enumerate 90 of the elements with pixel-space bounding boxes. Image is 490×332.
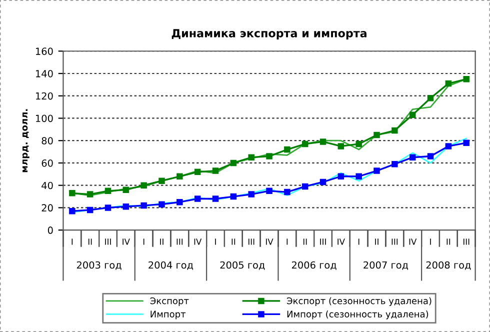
point <box>158 201 165 208</box>
y-tick-label: 100 <box>36 114 53 122</box>
point <box>248 191 254 198</box>
point <box>338 143 344 150</box>
y-tick-label: 40 <box>42 182 53 190</box>
point <box>445 143 452 150</box>
point <box>230 160 237 166</box>
y-tick-label: 20 <box>42 204 53 212</box>
x-tick-label: II <box>446 238 450 245</box>
point <box>427 94 434 102</box>
point <box>409 154 416 161</box>
x-tick-label: III <box>176 238 183 245</box>
point <box>320 178 326 186</box>
text: 2003 год <box>76 261 122 270</box>
x-tick-label: IV <box>194 238 202 245</box>
point <box>266 153 272 160</box>
x-tick-label: IV <box>266 238 274 245</box>
x-tick-label: II <box>232 238 236 245</box>
point <box>320 138 326 145</box>
point <box>374 132 380 138</box>
x-tick-label: III <box>320 238 326 245</box>
x-tick-label: IV <box>338 238 345 245</box>
point <box>409 112 416 118</box>
legend-label: Импорт <box>150 310 186 320</box>
chart-title: Динамика экспорта и импорта <box>172 29 366 40</box>
legend-label: Импорт (сезонность удалена) <box>287 310 428 320</box>
point <box>122 186 130 193</box>
point <box>392 160 398 168</box>
y-tick-label: 120 <box>36 92 53 100</box>
point <box>104 188 112 194</box>
point <box>445 80 452 87</box>
point <box>158 178 165 184</box>
x-tick-label: III <box>392 238 398 245</box>
y-axis-title: млрд. долл. <box>22 109 30 172</box>
text: 2007 год <box>364 261 408 270</box>
point <box>463 76 470 82</box>
text: 2005 год <box>220 261 265 270</box>
x-tick-label: II <box>375 238 378 245</box>
point <box>104 204 112 211</box>
point <box>122 203 130 210</box>
point <box>194 168 201 176</box>
point <box>86 206 94 214</box>
point <box>356 173 362 180</box>
point <box>302 140 308 148</box>
point <box>86 191 94 198</box>
x-tick-label: III <box>463 238 470 245</box>
point <box>176 173 183 180</box>
legend-label: Экспорт (сезонность удалена) <box>286 297 432 306</box>
point <box>248 154 254 161</box>
x-tick-label: II <box>160 238 164 245</box>
x-tick-label: III <box>105 238 111 245</box>
x-tick-label: I <box>143 238 144 245</box>
point <box>212 196 219 202</box>
point <box>392 127 398 134</box>
text: 2006 год <box>292 261 336 270</box>
x-tick-label: I <box>215 238 216 245</box>
y-tick-label: 0 <box>48 226 53 234</box>
x-tick-label: I <box>286 238 288 245</box>
x-tick-label: I <box>72 238 73 245</box>
point <box>194 196 201 202</box>
point <box>284 188 290 196</box>
point <box>140 202 147 209</box>
y-tick-label: 80 <box>42 137 53 144</box>
text: 2004 год <box>148 261 194 270</box>
x-tick-label: IV <box>122 238 130 245</box>
point <box>284 146 290 153</box>
point <box>427 153 434 160</box>
legend-label: Экспорт <box>150 297 189 306</box>
point <box>230 193 237 200</box>
point <box>374 168 380 174</box>
y-tick-label: 140 <box>36 70 53 78</box>
x-tick-label: I <box>358 238 360 245</box>
x-tick-label: I <box>430 238 431 245</box>
point <box>463 140 470 146</box>
y-tick-label: 160 <box>36 48 53 55</box>
text: 2008 год <box>426 261 471 270</box>
point <box>176 198 183 206</box>
x-tick-label: III <box>248 238 254 245</box>
point <box>338 173 344 180</box>
point <box>140 182 147 188</box>
point <box>356 140 362 148</box>
point <box>69 190 76 196</box>
x-tick-label: II <box>88 238 92 245</box>
x-tick-label: II <box>303 238 307 245</box>
point <box>212 168 219 174</box>
point <box>266 188 272 194</box>
x-tick-label: IV <box>409 238 417 245</box>
point <box>302 183 308 190</box>
y-tick-label: 60 <box>42 159 53 167</box>
point <box>69 208 76 214</box>
